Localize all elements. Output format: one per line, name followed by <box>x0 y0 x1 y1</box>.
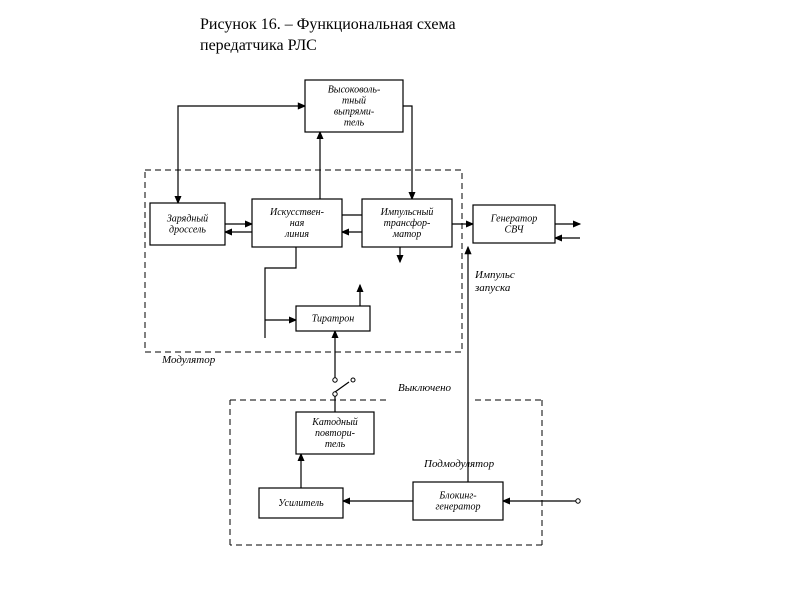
block-text-gen_svch: Генератор <box>490 214 537 225</box>
block-text-art_line: ная <box>290 218 305 229</box>
diagram-svg: Высоковоль-тныйвыпрями-тель Зарядныйдросс… <box>0 0 800 600</box>
block-text-amp: Усилитель <box>278 498 324 509</box>
block-text-pulse_tr: трансфор- <box>384 218 431 229</box>
block-text-hv_rect: выпрями- <box>334 107 374 118</box>
block-text-art_line: Искусствен- <box>269 207 324 218</box>
block-text-art_line: линия <box>284 229 309 240</box>
impulse_lbl: Импульс <box>474 269 515 281</box>
modulator_lbl: Модулятор <box>161 354 216 366</box>
edge-artline_down <box>265 247 296 338</box>
block-text-gen_svch: СВЧ <box>504 225 524 236</box>
switch-lever <box>335 382 349 392</box>
block-text-cathode: Катодный <box>311 417 358 428</box>
podmodulator_lbl: Подмодулятор <box>423 458 495 470</box>
input-terminal <box>576 499 580 503</box>
block-text-cathode: тель <box>325 439 346 450</box>
edge-hv_to_pulse_tr <box>403 106 412 199</box>
block-text-tiratron: Тиратрон <box>312 314 355 325</box>
block-text-choke: дроссель <box>169 225 206 236</box>
block-text-hv_rect: тель <box>344 118 365 129</box>
block-text-blocking: Блокинг- <box>438 491 476 502</box>
block-text-pulse_tr: матор <box>392 229 422 240</box>
block-text-cathode: повтори- <box>315 428 355 439</box>
block-text-hv_rect: Высоковоль- <box>328 85 381 96</box>
block-text-choke: Зарядный <box>167 214 208 225</box>
block-text-hv_rect: тный <box>342 96 366 107</box>
block-text-pulse_tr: Импульсный <box>380 207 434 218</box>
edge-hv_rect_left_mid <box>178 106 305 163</box>
zapuska_lbl: запуска <box>474 282 511 294</box>
block-text-blocking: генератор <box>436 502 481 513</box>
vyklucheno_lbl: Выключено <box>398 382 452 394</box>
